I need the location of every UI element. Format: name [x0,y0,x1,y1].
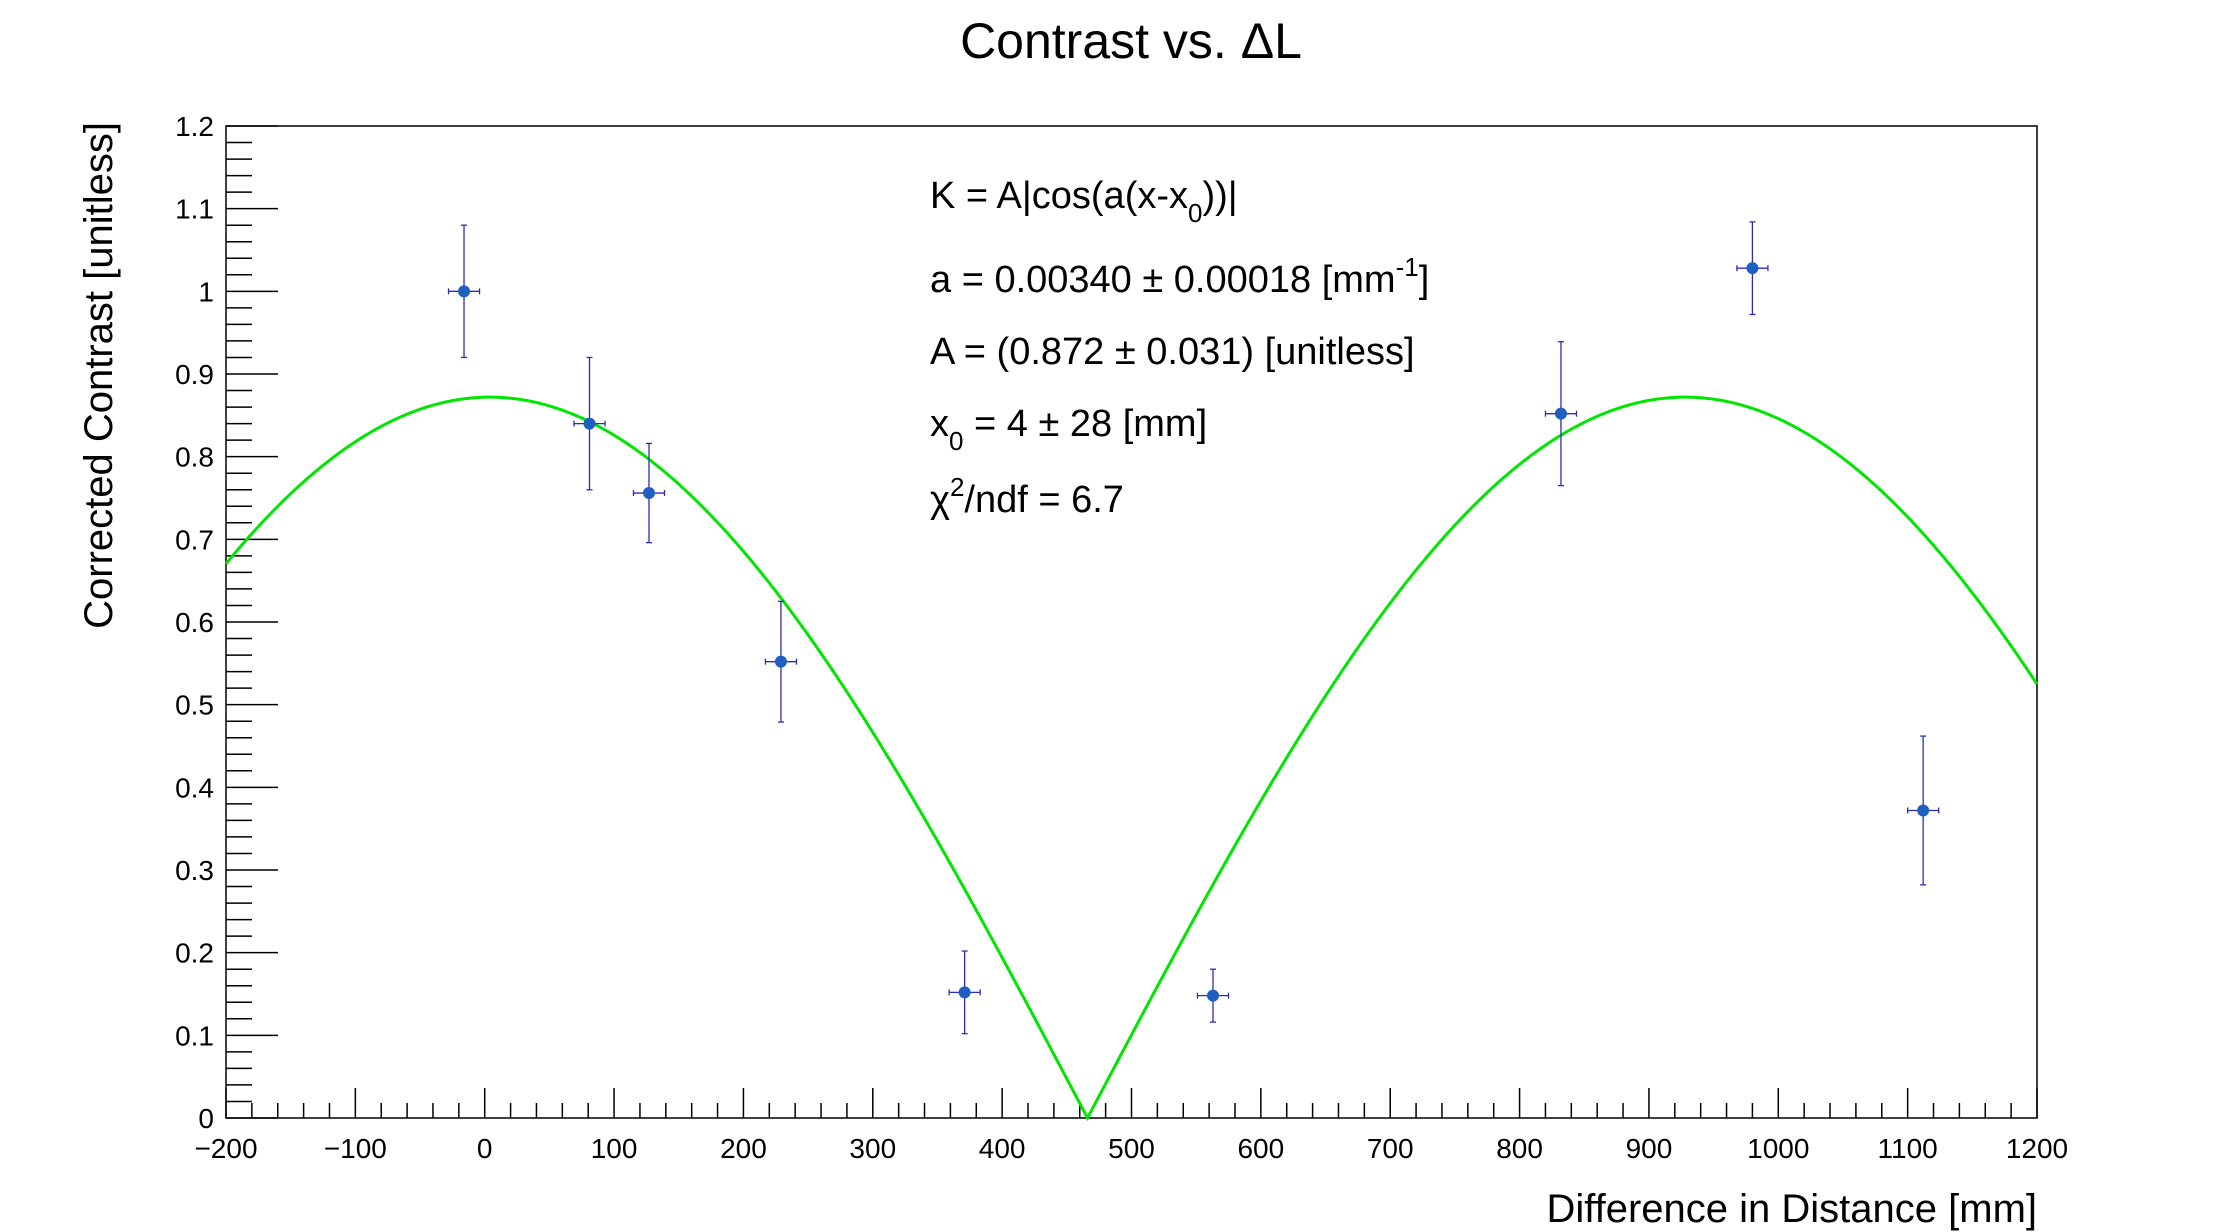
data-marker [774,655,787,668]
x-tick-label: 0 [477,1133,493,1164]
y-tick-label: 0.4 [175,772,214,803]
annotation-x0: x0 = 4 ± 28 [mm] [930,403,1207,456]
x-tick-label: 100 [591,1133,638,1164]
y-tick-label: 0.2 [175,938,214,969]
x-tick-label: −200 [194,1133,257,1164]
y-tick-label: 0.8 [175,442,214,473]
x-axis-ticks [225,1088,2038,1118]
y-tick-label: 0.6 [175,607,214,638]
data-points [447,221,1940,1035]
y-axis-title: Corrected Contrast [unitless] [77,122,121,629]
annotation-A: A = (0.872 ± 0.031) [unitless] [930,331,1415,373]
y-tick-label: 1.2 [175,111,214,142]
y-tick-label: 0 [198,1103,214,1134]
data-marker [583,417,596,430]
x-tick-label: 300 [849,1133,896,1164]
y-tick-label: 0.7 [175,524,214,555]
x-axis-tick-labels: −200 −100 0 100 200 300 400 500 600 700 800 900 1000… [194,1133,2068,1164]
data-marker [642,487,655,500]
data-marker [458,285,471,298]
annotation-a: a = 0.00340 ± 0.00018 [mm-1] [930,252,1429,301]
x-tick-label: 1200 [2006,1133,2068,1164]
data-point [1736,221,1769,316]
data-point [573,356,606,491]
data-marker [1917,804,1930,817]
y-tick-label: 1.1 [175,194,214,225]
fit-annotations: K = A|cos(a(x-x0))| a = 0.00340 ± 0.0001… [930,175,1429,521]
data-point [1196,968,1230,1023]
x-tick-label: 600 [1237,1133,1284,1164]
data-point [1544,341,1578,487]
annotation-chi2: χ2/ndf = 6.7 [930,472,1124,521]
annotation-formula: K = A|cos(a(x-x0))| [930,175,1238,228]
x-axis-title: Difference in Distance [mm] [1546,1187,2037,1231]
data-point [948,950,981,1035]
data-marker [1554,407,1567,420]
y-tick-label: 0.3 [175,855,214,886]
y-axis-ticks [226,125,278,1119]
x-tick-label: 700 [1367,1133,1414,1164]
x-tick-label: 800 [1496,1133,1543,1164]
data-marker [1206,989,1219,1002]
data-point [764,600,798,723]
data-point [1906,735,1940,886]
x-tick-label: −100 [324,1133,387,1164]
y-tick-label: 0.5 [175,690,214,721]
y-tick-label: 1 [198,276,214,307]
data-marker [958,986,971,999]
chart-title: Contrast vs. ΔL [960,13,1302,69]
data-point [632,442,666,544]
x-tick-label: 900 [1626,1133,1673,1164]
x-tick-label: 500 [1108,1133,1155,1164]
y-tick-label: 0.1 [175,1020,214,1051]
y-axis-tick-labels: 0 0.1 0.2 0.3 0.4 0.5 0.6 0.7 0.8 0.9 1 1.1 1.2 [175,111,214,1134]
x-tick-label: 200 [720,1133,767,1164]
x-tick-label: 400 [979,1133,1026,1164]
x-tick-label: 1100 [1878,1133,1938,1164]
data-marker [1746,262,1759,275]
data-point [447,224,481,359]
fit-curve [224,395,2039,1122]
x-tick-label: 1000 [1747,1133,1809,1164]
y-tick-label: 0.9 [175,359,214,390]
